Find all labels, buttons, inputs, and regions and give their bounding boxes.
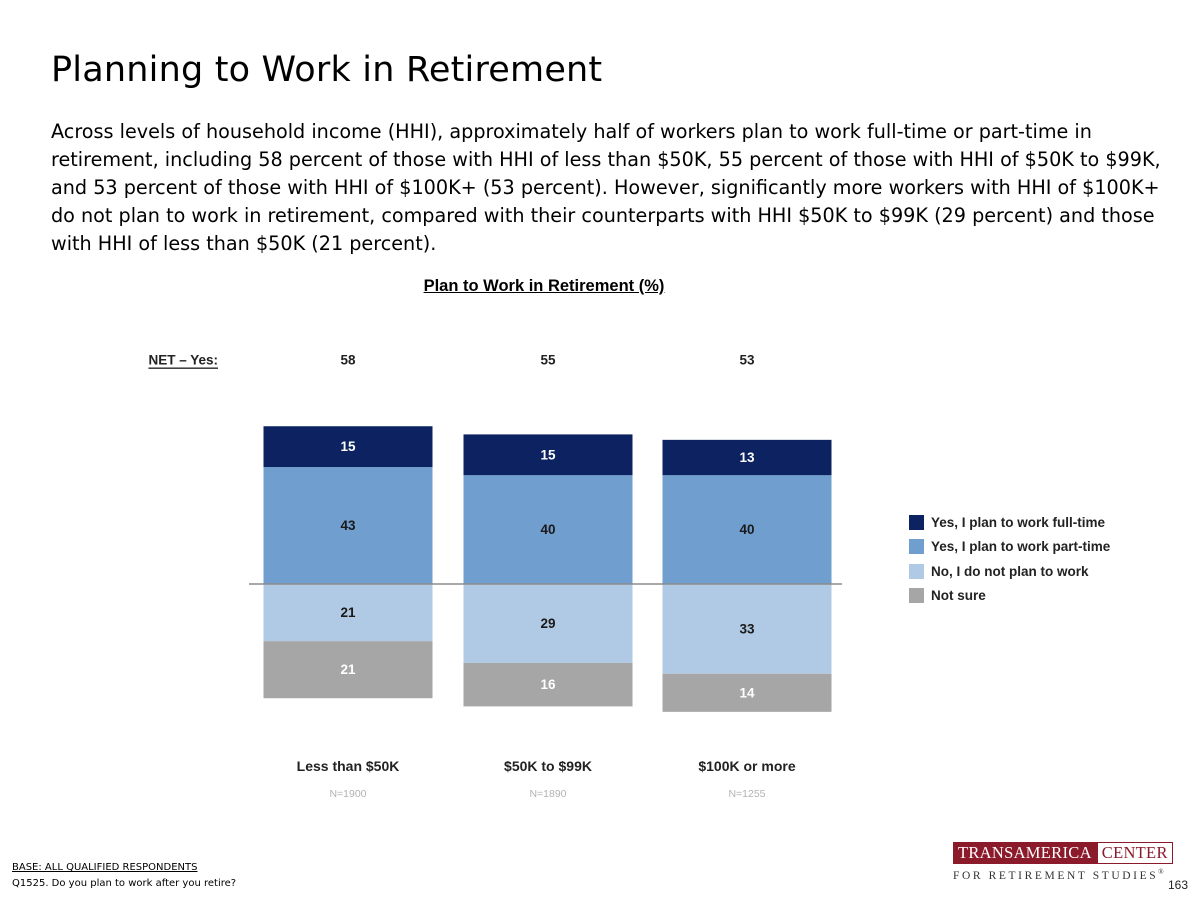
- logo-subtitle: FOR RETIREMENT STUDIES®: [953, 868, 1165, 882]
- bar-yes-i-plan-to-work-part-time-100k-or-more: [662, 475, 832, 584]
- bar-yes-i-plan-to-work-part-time-50k-to-99k: [463, 475, 633, 584]
- legend-label-not-sure: Not sure: [931, 588, 986, 604]
- net-yes-label: NET – Yes:: [148, 353, 218, 368]
- bar-no-i-do-not-plan-to-work-100k-or-more: [662, 584, 832, 674]
- legend-swatch-not-sure: [909, 588, 924, 604]
- data-label-not-sure-less-than-50k: 21: [340, 662, 356, 677]
- legend-item-not-sure: Not sure: [909, 584, 1110, 609]
- legend-label-part-time: Yes, I plan to work part-time: [931, 539, 1111, 555]
- legend-label-full-time: Yes, I plan to work full-time: [931, 514, 1106, 530]
- bar-yes-i-plan-to-work-full-time-less-than-50k: [263, 426, 433, 468]
- data-label-not-sure-50k-to-99k: 16: [540, 677, 556, 692]
- question-note: Q1525. Do you plan to work after you ret…: [12, 878, 237, 889]
- data-label-yes-i-plan-to-work-part-time-less-than-50k: 43: [340, 518, 356, 533]
- data-label-yes-i-plan-to-work-full-time-50k-to-99k: 15: [540, 447, 556, 462]
- data-label-not-sure-100k-or-more: 14: [739, 685, 755, 700]
- logo-text-right: CENTER: [1096, 842, 1173, 864]
- data-label-no-i-do-not-plan-to-work-less-than-50k: 21: [340, 605, 356, 620]
- bar-yes-i-plan-to-work-full-time-50k-to-99k: [463, 434, 633, 476]
- legend-item-not-work: No, I do not plan to work: [909, 559, 1110, 584]
- data-label-no-i-do-not-plan-to-work-100k-or-more: 33: [739, 621, 755, 636]
- logo-subtitle-text: FOR RETIREMENT STUDIES: [953, 869, 1159, 882]
- bar-yes-i-plan-to-work-full-time-100k-or-more: [662, 439, 832, 476]
- data-label-yes-i-plan-to-work-part-time-50k-to-99k: 40: [540, 522, 555, 537]
- logo-text-left: TRANSAMERICA: [953, 842, 1097, 864]
- net-yes-value-less-than-50k: 58: [340, 353, 356, 368]
- base-note: BASE: ALL QUALIFIED RESPONDENTS: [12, 862, 198, 873]
- page-number: 163: [1167, 878, 1188, 892]
- category-label-less-than-50k: Less than $50K: [297, 758, 400, 774]
- data-label-yes-i-plan-to-work-part-time-100k-or-more: 40: [739, 522, 754, 537]
- legend-swatch-not-work: [909, 563, 924, 579]
- bar-no-i-do-not-plan-to-work-50k-to-99k: [463, 584, 633, 663]
- legend-item-full-time: Yes, I plan to work full-time: [909, 510, 1110, 535]
- bar-not-sure-less-than-50k: [263, 641, 433, 699]
- data-label-yes-i-plan-to-work-full-time-less-than-50k: 15: [340, 439, 356, 454]
- bar-not-sure-50k-to-99k: [463, 662, 633, 707]
- page-description: Across levels of household income (HHI),…: [51, 120, 1161, 255]
- sample-size-100k-or-more: N=1255: [728, 788, 765, 800]
- bar-not-sure-100k-or-more: [662, 673, 832, 712]
- logo-registered-mark: ®: [1158, 868, 1164, 876]
- chart-legend: Yes, I plan to work full-time Yes, I pla…: [909, 510, 1110, 608]
- sample-size-less-than-50k: N=1900: [329, 788, 366, 800]
- transamerica-logo: TRANSAMERICA CENTER FOR RETIREMENT STUDI…: [953, 842, 1173, 882]
- sample-size-50k-to-99k: N=1890: [529, 788, 566, 800]
- chart-title: Plan to Work in Retirement (%): [423, 277, 665, 295]
- category-label-50k-to-99k: $50K to $99K: [504, 758, 592, 774]
- bar-no-i-do-not-plan-to-work-less-than-50k: [263, 584, 433, 642]
- legend-swatch-full-time: [909, 514, 924, 530]
- legend-swatch-part-time: [909, 539, 924, 555]
- data-label-yes-i-plan-to-work-full-time-100k-or-more: 13: [739, 450, 755, 465]
- legend-item-part-time: Yes, I plan to work part-time: [909, 535, 1110, 560]
- bar-yes-i-plan-to-work-part-time-less-than-50k: [263, 467, 433, 584]
- net-yes-value-50k-to-99k: 55: [540, 353, 556, 368]
- page-title: Planning to Work in Retirement: [51, 50, 603, 90]
- data-label-no-i-do-not-plan-to-work-50k-to-99k: 29: [540, 616, 555, 631]
- category-label-100k-or-more: $100K or more: [698, 758, 795, 774]
- net-yes-value-100k-or-more: 53: [739, 353, 755, 368]
- legend-label-not-work: No, I do not plan to work: [931, 563, 1089, 579]
